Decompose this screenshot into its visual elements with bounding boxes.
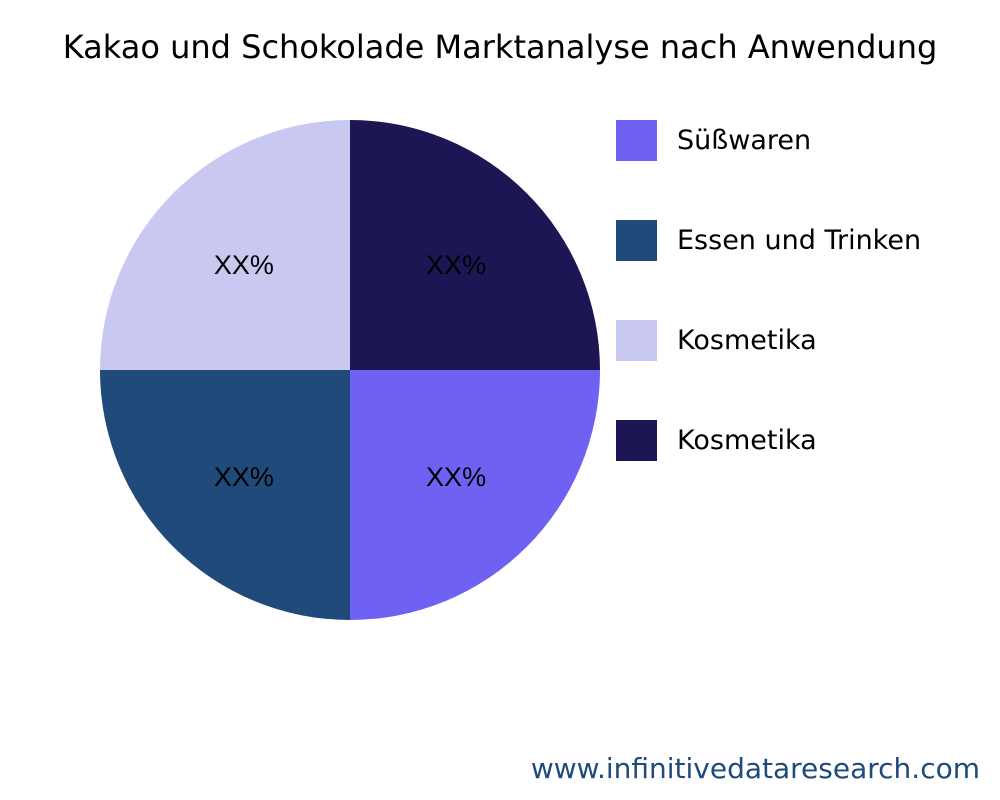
chart-title: Kakao und Schokolade Marktanalyse nach A… <box>62 28 938 66</box>
legend-swatch <box>616 219 657 261</box>
legend-label: Süßwaren <box>677 124 812 156</box>
legend-item: Süßwaren <box>616 119 811 161</box>
legend-label: Kosmetika <box>677 424 817 456</box>
data-label: XX% <box>214 250 274 280</box>
legend-swatch <box>616 319 657 361</box>
legend-item: Kosmetika <box>616 419 817 461</box>
legend-item: Kosmetika <box>616 319 817 361</box>
footer-url: www.infinitivedataresearch.com <box>530 752 980 785</box>
data-label: XX% <box>426 250 486 280</box>
data-label: XX% <box>214 462 274 492</box>
data-label: XX% <box>426 462 486 492</box>
legend-label: Kosmetika <box>677 324 817 356</box>
pie-slice <box>350 370 600 620</box>
pie-slice <box>100 120 350 370</box>
pie-slice <box>100 370 350 620</box>
legend-swatch <box>616 119 657 161</box>
legend-swatch <box>616 419 657 461</box>
pie-slice <box>350 120 600 370</box>
legend-item: Essen und Trinken <box>616 219 921 261</box>
legend-label: Essen und Trinken <box>677 224 922 256</box>
